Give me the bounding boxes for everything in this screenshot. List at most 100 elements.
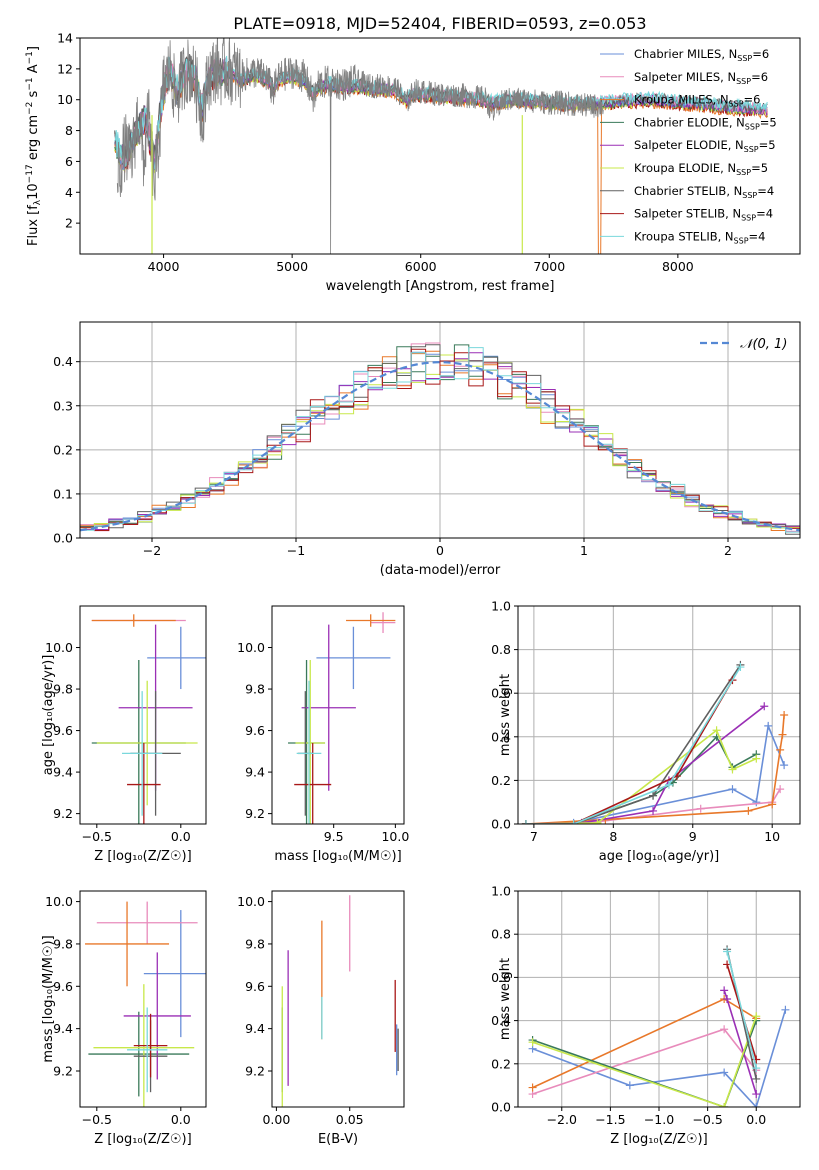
y-tick-label: 0.8	[491, 642, 511, 657]
legend-label-normal: 𝒩(0, 1)	[740, 337, 787, 352]
errorbar-chabrier_miles	[316, 626, 391, 690]
legend-text: Chabrier ELODIE, N	[634, 115, 745, 129]
spectrum-plot-area	[114, 38, 768, 254]
legend-text: Kroupa STELIB, N	[634, 229, 734, 243]
weights_age-panel: 7 8 9 10 0.0 0.2 0.4 0.6 0.8 1.0 age [log₁₀(age/yr…	[491, 599, 801, 864]
x-tick-label: 0.0	[171, 829, 191, 844]
x-axis-label: age [log₁₀(age/yr)]	[599, 849, 720, 864]
legend-entry-kroupa_elodie: Kroupa ELODIE, NSSP=5	[634, 161, 768, 177]
spectrum-panel: 4000 5000 6000 7000 8000 2 4 6 8 10 12 14 wavelength…	[25, 31, 801, 294]
x-tick-label: 10	[764, 829, 780, 844]
weight-marker-kroupa_stelib	[664, 780, 673, 789]
legend-sub: SSP	[737, 54, 752, 63]
weight-marker-kroupa_stelib	[569, 820, 578, 824]
y-axis-label-part: λ	[33, 199, 43, 205]
weight-marker-kroupa_stelib	[521, 820, 530, 824]
x-tick-label: 1	[580, 543, 588, 558]
x-tick-label: −1	[287, 543, 305, 558]
y-tick-label: 1.0	[491, 884, 511, 899]
y-axis-label-part: −2	[25, 102, 35, 115]
errorbar-salpeter_stelib	[133, 1013, 168, 1078]
normal-reference-curve	[80, 360, 800, 532]
legend-suffix: =6	[744, 93, 761, 107]
errorbar-kroupa_elodie	[93, 984, 195, 1107]
errorbar-salpeter_stelib	[294, 743, 332, 824]
x-tick-label: −0.5	[692, 1112, 722, 1127]
y-tick-label: 9.6	[245, 979, 265, 994]
legend-suffix: =5	[751, 161, 768, 175]
x-tick-label: −0.5	[82, 829, 112, 844]
weight-marker-kroupa_miles	[780, 711, 789, 719]
weights_z-frame: −2.0 −1.5 −1.0 −0.5 0.0 0.0 0.2 0.4 0.6 0.8 1.0 Z […	[491, 884, 801, 1147]
y-tick-label: 1.0	[491, 599, 511, 614]
weight-marker-kroupa_stelib	[723, 947, 732, 956]
y-axis-label: Flux [fλ10−17 erg cm−2 s−1 A−1]	[25, 46, 43, 246]
weight-marker-salpeter_miles	[720, 1025, 729, 1034]
x-axis-label: (data-model)/error	[380, 563, 501, 578]
legend-entry-salpeter_elodie: Salpeter ELODIE, NSSP=5	[634, 138, 776, 154]
legend-entry-salpeter_miles: Salpeter MILES, NSSP=6	[634, 70, 768, 86]
weight-line-kroupa_stelib	[525, 666, 742, 824]
x-tick-label: 6000	[405, 259, 437, 274]
legend-suffix: =6	[752, 47, 769, 61]
weight-marker-kroupa_elodie	[593, 818, 602, 824]
y-tick-label: 9.4	[245, 765, 265, 780]
z_mass-panel: −0.5 0.0 9.2 9.4 9.6 9.8 10.0 Z [log₁₀(Z/Z☉)] ma…	[41, 890, 207, 1147]
x-tick-label: −1.5	[595, 1112, 625, 1127]
x-tick-label: 9	[689, 829, 697, 844]
legend-suffix: =5	[759, 138, 776, 152]
weights_age-plot-area	[521, 660, 789, 824]
mass_age-plot-area	[288, 612, 396, 824]
y-axis-label-part: s	[26, 90, 41, 101]
weight-marker-kroupa_elodie	[712, 726, 721, 735]
y-axis-label-part: Flux [f	[26, 205, 41, 246]
weight-marker-salpeter_elodie	[649, 806, 658, 815]
y-tick-label: 9.2	[245, 806, 265, 821]
errorbar-salpeter_miles	[370, 612, 396, 633]
y-axis-label-part: ]	[26, 46, 41, 51]
y-axis-label-part: −17	[25, 164, 35, 183]
weights_age-frame: 7 8 9 10 0.0 0.2 0.4 0.6 0.8 1.0 age [log₁₀(age/yr…	[491, 599, 801, 864]
legend-sub: SSP	[742, 191, 757, 200]
x-tick-label: 10.0	[381, 829, 409, 844]
x-tick-label: 0	[436, 543, 444, 558]
z_mass-plot-area	[85, 901, 206, 1107]
y-tick-label: 6	[65, 154, 73, 169]
legend-sub: SSP	[741, 214, 756, 223]
y-tick-label: 0.1	[53, 486, 73, 501]
y-tick-label: 2	[65, 216, 73, 231]
panels: 4000 5000 6000 7000 80002468101214wavelength…	[0, 0, 801, 1147]
residuals-plot-area	[80, 342, 800, 535]
weight-line-kroupa_elodie	[525, 729, 757, 824]
x-tick-label: 0.0	[746, 1112, 766, 1127]
y-tick-label: 12	[57, 61, 73, 76]
axes-frame	[271, 605, 405, 825]
weight-marker-chabrier_miles	[752, 798, 761, 807]
errorbar-kroupa_miles	[91, 614, 176, 627]
legend-suffix: =4	[756, 207, 773, 221]
histogram-salpeter_stelib	[80, 348, 800, 531]
weight-line-kroupa_miles	[532, 998, 757, 1089]
y-tick-label: 10.0	[237, 894, 265, 909]
weight-marker-kroupa_miles	[768, 800, 777, 809]
x-tick-label: −2	[143, 543, 161, 558]
legend-sub: SSP	[729, 100, 744, 109]
y-tick-label: 10.0	[45, 894, 73, 909]
weight-marker-kroupa_miles	[528, 1083, 537, 1092]
weight-line-kroupa_stelib	[726, 951, 757, 1069]
weight-marker-kroupa_elodie	[728, 765, 737, 774]
x-tick-label: 8	[609, 829, 617, 844]
y-axis-label: mass [log₁₀(M/M☉)]	[41, 935, 56, 1062]
spectrum-frame: 4000 5000 6000 7000 8000 2 4 6 8 10 12 14 wavelength…	[25, 31, 801, 294]
weight-marker-chabrier_stelib	[752, 1074, 761, 1083]
weight-marker-chabrier_miles	[625, 1081, 634, 1090]
weight-marker-kroupa_stelib	[752, 1064, 761, 1073]
legend-suffix: =5	[760, 115, 777, 129]
ebv_mass-panel: 0.00 0.05 9.2 9.4 9.6 9.8 10.0 E(B-V)	[237, 890, 405, 1147]
legend-suffix: =6	[751, 70, 768, 84]
residuals-frame: −2 −1 0 1 20.00.10.20.30.4(data-model)/error…	[0, 0, 801, 578]
y-tick-label: 0.4	[491, 729, 511, 744]
y-tick-label: 4	[65, 185, 73, 200]
